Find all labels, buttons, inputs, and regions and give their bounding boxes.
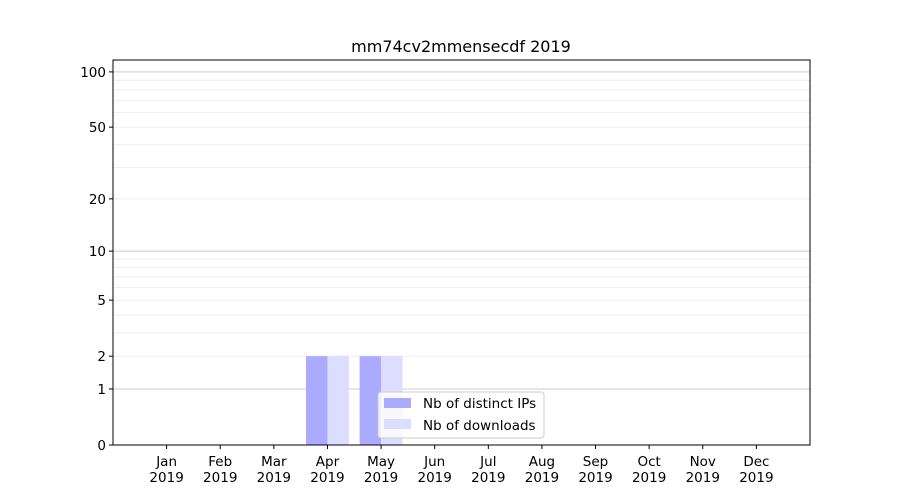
x-axis: Jan 2019 Feb 2019 Mar 2019 Apr 2019 May 2019 Jun 20… [149, 445, 774, 486]
x-tick-label-sep: Sep 2019 [578, 454, 612, 486]
y-tick-label: 50 [89, 120, 106, 136]
y-tick-label: 0 [97, 438, 106, 454]
y-tick-label: 1 [97, 382, 106, 398]
x-tick-label-may: May 2019 [364, 454, 398, 486]
y-tick-label: 5 [97, 293, 106, 309]
x-tick-label-jan: Jan 2019 [149, 454, 183, 486]
x-tick-label-feb: Feb 2019 [203, 454, 237, 486]
y-tick-label: 2 [97, 349, 106, 365]
x-tick-label-oct: Oct 2019 [632, 454, 666, 486]
grid [113, 71, 810, 390]
chart-title: mm74cv2mmensecdf 2019 [351, 37, 571, 56]
bar-nb-of-distinct-ips-may [359, 356, 382, 445]
y-axis: 0 1 2 5 10 20 50 100 [80, 65, 113, 454]
legend-swatch-downloads [384, 419, 411, 429]
x-tick-label-nov: Nov 2019 [686, 454, 720, 486]
x-tick-label-aug: Aug 2019 [525, 454, 559, 486]
y-tick-label: 20 [89, 192, 106, 208]
bar-nb-of-downloads-apr [327, 356, 349, 445]
plot-frame [112, 59, 811, 446]
legend-label-downloads: Nb of downloads [423, 418, 536, 434]
y-tick-label: 100 [80, 65, 106, 81]
legend-box [377, 391, 545, 439]
bar-nb-of-distinct-ips-apr [306, 356, 328, 445]
x-tick-label-mar: Mar 2019 [257, 454, 291, 486]
legend-swatch-distinct-ips [384, 398, 411, 408]
x-tick-label-jun: Jun 2019 [418, 454, 452, 486]
y-tick-label: 10 [89, 244, 106, 260]
x-tick-label-apr: Apr 2019 [310, 454, 344, 486]
legend[interactable]: Nb of distinct IPs Nb of downloads [377, 391, 545, 439]
x-tick-label-dec: Dec 2019 [739, 454, 773, 486]
x-tick-label-jul: Jul 2019 [471, 454, 505, 486]
legend-label-distinct-ips: Nb of distinct IPs [423, 396, 536, 412]
